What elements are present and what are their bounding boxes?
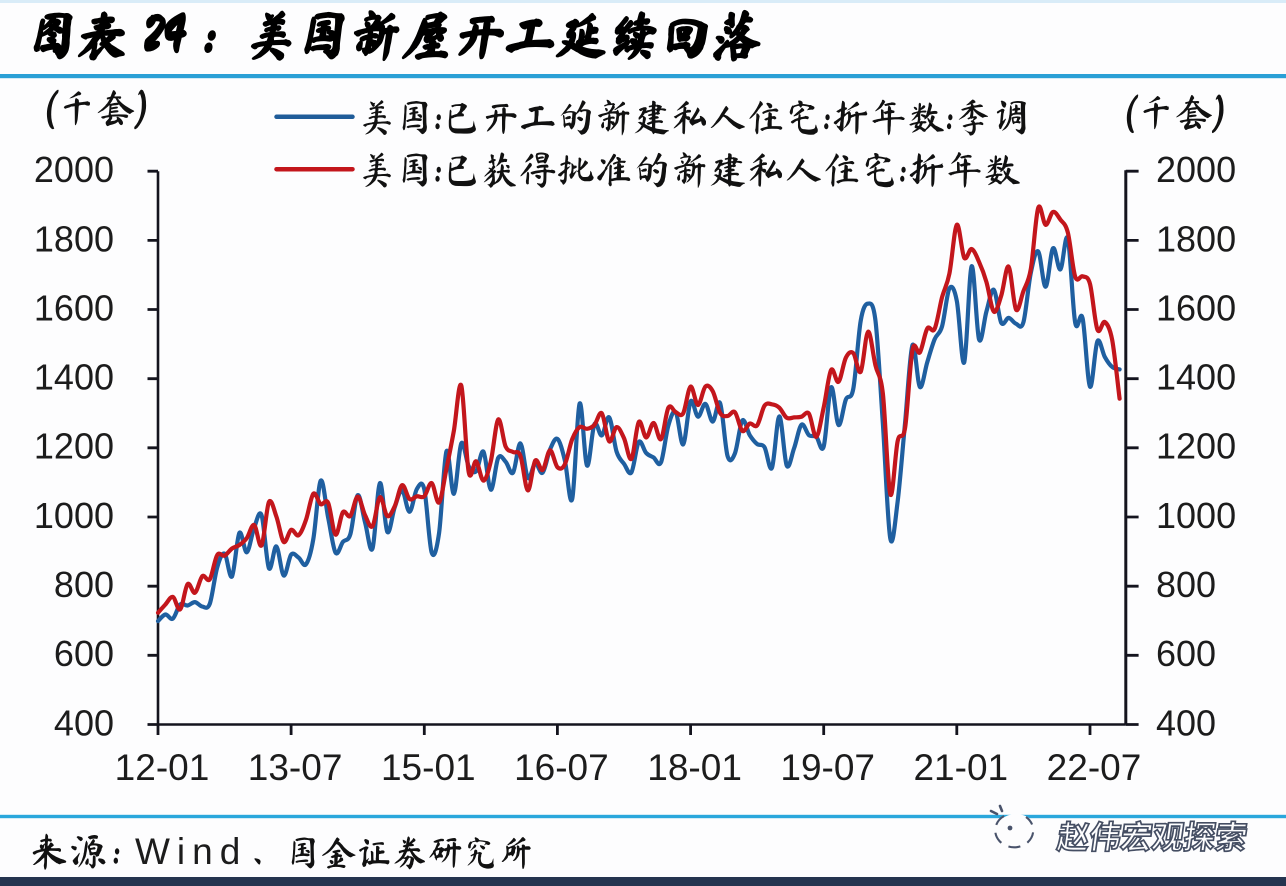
svg-text:2000: 2000: [34, 149, 114, 190]
svg-text:2000: 2000: [1156, 149, 1236, 190]
svg-text:800: 800: [1156, 564, 1216, 605]
svg-text:1200: 1200: [34, 426, 114, 467]
svg-text:16-07: 16-07: [514, 747, 609, 788]
svg-text:1000: 1000: [1156, 495, 1236, 536]
svg-text:400: 400: [1156, 702, 1216, 743]
svg-text:1800: 1800: [1156, 218, 1236, 259]
svg-text:600: 600: [54, 633, 114, 674]
svg-text:13-07: 13-07: [248, 747, 343, 788]
svg-text:15-01: 15-01: [381, 747, 476, 788]
svg-text:1200: 1200: [1156, 426, 1236, 467]
svg-text:1000: 1000: [34, 495, 114, 536]
svg-text:1400: 1400: [1156, 357, 1236, 398]
svg-text:1800: 1800: [34, 218, 114, 259]
svg-text:Wind: Wind: [135, 831, 247, 872]
svg-text:1400: 1400: [34, 357, 114, 398]
svg-text:12-01: 12-01: [115, 747, 210, 788]
svg-text:19-07: 19-07: [780, 747, 875, 788]
svg-text:1600: 1600: [1156, 287, 1236, 328]
svg-text:22-07: 22-07: [1047, 747, 1142, 788]
svg-text:600: 600: [1156, 633, 1216, 674]
svg-text:400: 400: [54, 702, 114, 743]
svg-text:21-01: 21-01: [913, 747, 1008, 788]
svg-text:800: 800: [54, 564, 114, 605]
svg-text:1600: 1600: [34, 287, 114, 328]
svg-text:18-01: 18-01: [647, 747, 742, 788]
